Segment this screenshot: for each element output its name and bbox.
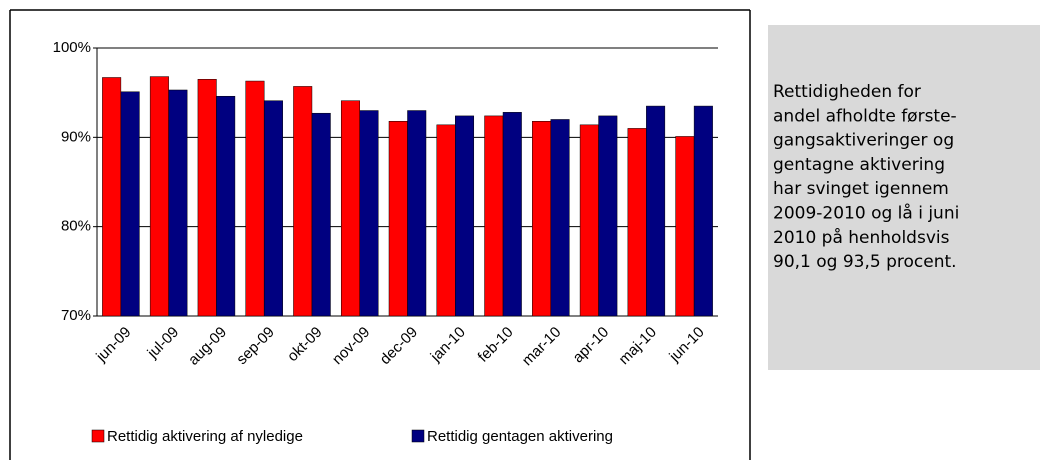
bar	[436, 124, 456, 317]
bar	[532, 121, 552, 317]
bar	[627, 128, 647, 317]
bar	[149, 76, 169, 317]
bar	[293, 86, 313, 317]
x-tick-label: dec-09	[377, 324, 421, 368]
x-tick-label: sep-09	[233, 324, 277, 368]
x-tick-label: mar-10	[519, 324, 565, 370]
legend-swatch	[411, 429, 425, 443]
legend-label: Rettidig aktivering af nyledige	[107, 428, 303, 445]
bar	[340, 100, 360, 317]
x-tick-label: jul-09	[144, 324, 183, 363]
bar	[102, 77, 122, 317]
bar	[197, 79, 217, 317]
bar	[311, 112, 331, 317]
bar	[455, 115, 475, 317]
text-box-line: andel afholdte første-	[773, 106, 957, 126]
bar	[693, 105, 713, 317]
text-box-line: gangsaktiveringer og	[773, 131, 954, 151]
x-tick-label: jun-09	[92, 324, 134, 366]
bar	[484, 115, 504, 317]
bar	[675, 136, 695, 317]
bar	[168, 89, 188, 317]
x-tick-label: jun-10	[666, 324, 708, 366]
text-box-line: 2010 på henholdsvis	[773, 227, 950, 248]
text-box-line: har svinget igennem	[773, 179, 949, 199]
bar	[388, 121, 408, 317]
x-tick-label: aug-09	[185, 324, 230, 369]
legend-swatch	[91, 429, 105, 443]
text-box-line: 90,1 og 93,5 procent.	[773, 252, 957, 272]
y-tick-label: 90%	[61, 128, 91, 145]
text-box-line: gentagne aktivering	[773, 155, 945, 175]
bar	[359, 110, 379, 317]
bar	[598, 115, 618, 317]
y-tick-label: 80%	[61, 218, 91, 235]
x-tick-label: jan-10	[427, 324, 469, 366]
bar	[263, 100, 283, 317]
bar	[579, 124, 599, 317]
y-tick-label: 70%	[61, 307, 91, 324]
bar	[646, 105, 666, 317]
bar	[120, 91, 140, 317]
y-tick-label: 100%	[53, 39, 91, 56]
bar	[502, 112, 522, 317]
x-tick-label: apr-10	[570, 324, 613, 367]
legend-label: Rettidig gentagen aktivering	[427, 428, 613, 445]
bar	[216, 95, 236, 317]
bar	[550, 119, 570, 317]
text-box-line: 2009-2010 og lå i juni	[773, 203, 959, 224]
bar	[245, 80, 265, 317]
text-box	[768, 25, 1040, 370]
x-tick-label: maj-10	[616, 324, 660, 368]
x-tick-label: nov-09	[329, 324, 373, 368]
x-tick-label: okt-09	[284, 324, 326, 366]
text-box-line: Rettidigheden for	[773, 82, 921, 102]
x-tick-label: feb-10	[475, 324, 517, 366]
bar	[407, 110, 427, 317]
